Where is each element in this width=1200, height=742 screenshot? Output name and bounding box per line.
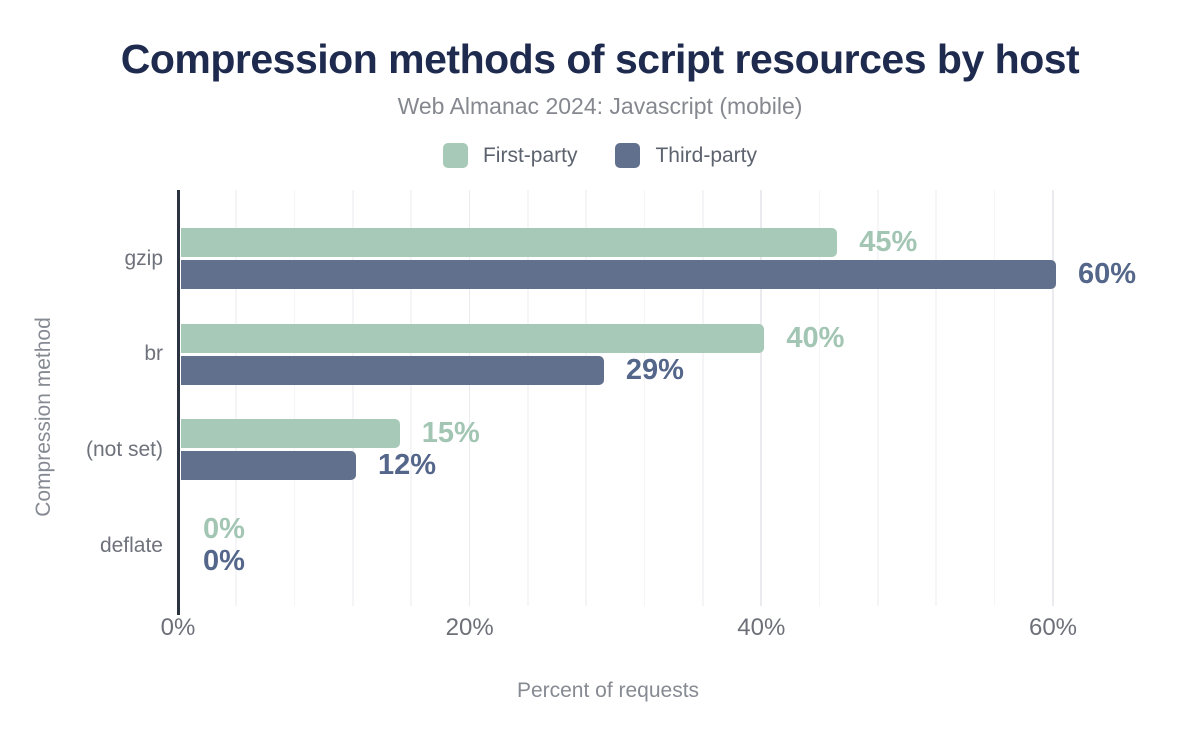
gridline-8 xyxy=(293,190,296,606)
legend-label-first-party: First-party xyxy=(482,143,578,167)
bar-first-party-br xyxy=(181,323,765,353)
value-label-first-party-not-set: 15% xyxy=(421,417,480,450)
x-tick-label-40: 40% xyxy=(737,614,786,641)
gridline-28 xyxy=(585,190,587,606)
gridline-32 xyxy=(643,190,646,606)
x-tick-label-20: 20% xyxy=(445,614,494,641)
gridline-36 xyxy=(702,190,704,606)
x-axis-title: Percent of requests xyxy=(516,679,700,702)
legend-label-third-party: Third-party xyxy=(655,143,758,167)
gridline-56 xyxy=(993,190,996,606)
value-label-first-party-deflate: 0% xyxy=(203,513,245,546)
x-tick-label-60: 60% xyxy=(1028,614,1078,641)
gridline-12 xyxy=(352,190,354,606)
bar-first-party-not-set xyxy=(181,419,400,449)
legend-item-first-party[interactable]: First-party xyxy=(442,143,578,168)
category-label-not-set: (not set) xyxy=(85,437,163,461)
value-label-first-party-br: 40% xyxy=(786,321,845,354)
category-label-deflate: deflate xyxy=(99,533,163,557)
value-label-first-party-gzip: 45% xyxy=(859,226,918,258)
value-label-third-party-br: 29% xyxy=(625,353,684,386)
bar-first-party-gzip xyxy=(181,228,838,257)
gridline-16 xyxy=(410,190,412,606)
plot-area: gzip 45% 60% br 40% 29% (not set) 15% 12% deflate… xyxy=(86,190,1137,606)
category-label-gzip: gzip xyxy=(124,246,163,270)
chart-title: Compression methods of script resources … xyxy=(120,36,1080,82)
gridline-48 xyxy=(877,190,879,606)
value-label-third-party-deflate: 0% xyxy=(203,545,245,578)
bar-third-party-not-set xyxy=(181,451,356,481)
legend-item-third-party[interactable]: Third-party xyxy=(615,143,757,168)
x-axis-zero-tick xyxy=(177,606,180,615)
gridline-20 xyxy=(468,190,471,606)
value-label-third-party-not-set: 12% xyxy=(378,449,437,482)
y-axis-title-text: Compression method xyxy=(32,317,55,517)
chart-subtitle: Web Almanac 2024: Javascript (mobile) xyxy=(397,93,803,119)
x-tick-label-0: 0% xyxy=(160,614,196,641)
third-party-swatch-icon xyxy=(615,143,641,168)
category-label-br: br xyxy=(144,342,163,366)
bar-third-party-br xyxy=(181,355,604,385)
legend: First-party Third-party xyxy=(0,143,1200,168)
gridline-24 xyxy=(527,190,529,606)
gridline-40 xyxy=(760,190,762,606)
gridline-4 xyxy=(235,190,237,606)
first-party-swatch-icon xyxy=(442,143,468,168)
gridline-44 xyxy=(818,190,821,606)
bar-third-party-gzip xyxy=(181,260,1056,289)
value-label-third-party-gzip: 60% xyxy=(1078,258,1137,290)
y-axis-line xyxy=(177,190,180,606)
gridline-60 xyxy=(1052,190,1054,606)
gridline-52 xyxy=(935,190,937,606)
